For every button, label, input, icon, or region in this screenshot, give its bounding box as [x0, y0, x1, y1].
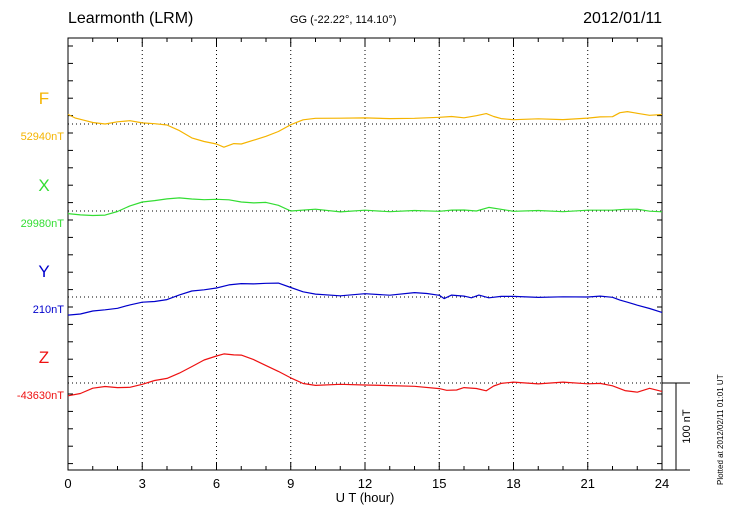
x-tick-label: 6: [213, 476, 220, 491]
series-baseline-y: 210nT: [33, 304, 64, 316]
chart-date: 2012/01/11: [583, 10, 662, 27]
x-tick-label: 12: [358, 476, 372, 491]
series-line-x: [67, 197, 663, 217]
station-coordinates: GG (-22.22°, 114.10°): [290, 14, 397, 26]
series-baseline-z: -43630nT: [17, 390, 64, 402]
x-tick-label: 3: [139, 476, 146, 491]
series-baseline-f: 52940nT: [21, 131, 65, 143]
series-line-f: [67, 110, 663, 148]
x-tick-label: 9: [287, 476, 294, 491]
x-tick-label: 21: [581, 476, 595, 491]
series-line-y: [67, 282, 663, 316]
x-tick-label: 0: [64, 476, 71, 491]
series-name-f: F: [39, 89, 49, 108]
series-baseline-x: 29980nT: [21, 218, 65, 230]
chart-title: Learmonth (LRM): [68, 10, 194, 27]
series-name-y: Y: [38, 262, 49, 281]
scale-bar-label: 100 nT: [681, 409, 693, 444]
x-axis-label: U T (hour): [336, 490, 395, 505]
plotted-timestamp: Plotted at 2012/02/11 01:01 UT: [716, 374, 725, 485]
x-tick-label: 15: [432, 476, 446, 491]
x-tick-label: 18: [506, 476, 520, 491]
series-line-z: [67, 353, 663, 397]
x-tick-label: 24: [655, 476, 669, 491]
series-name-z: Z: [39, 348, 49, 367]
series-name-x: X: [38, 176, 49, 195]
